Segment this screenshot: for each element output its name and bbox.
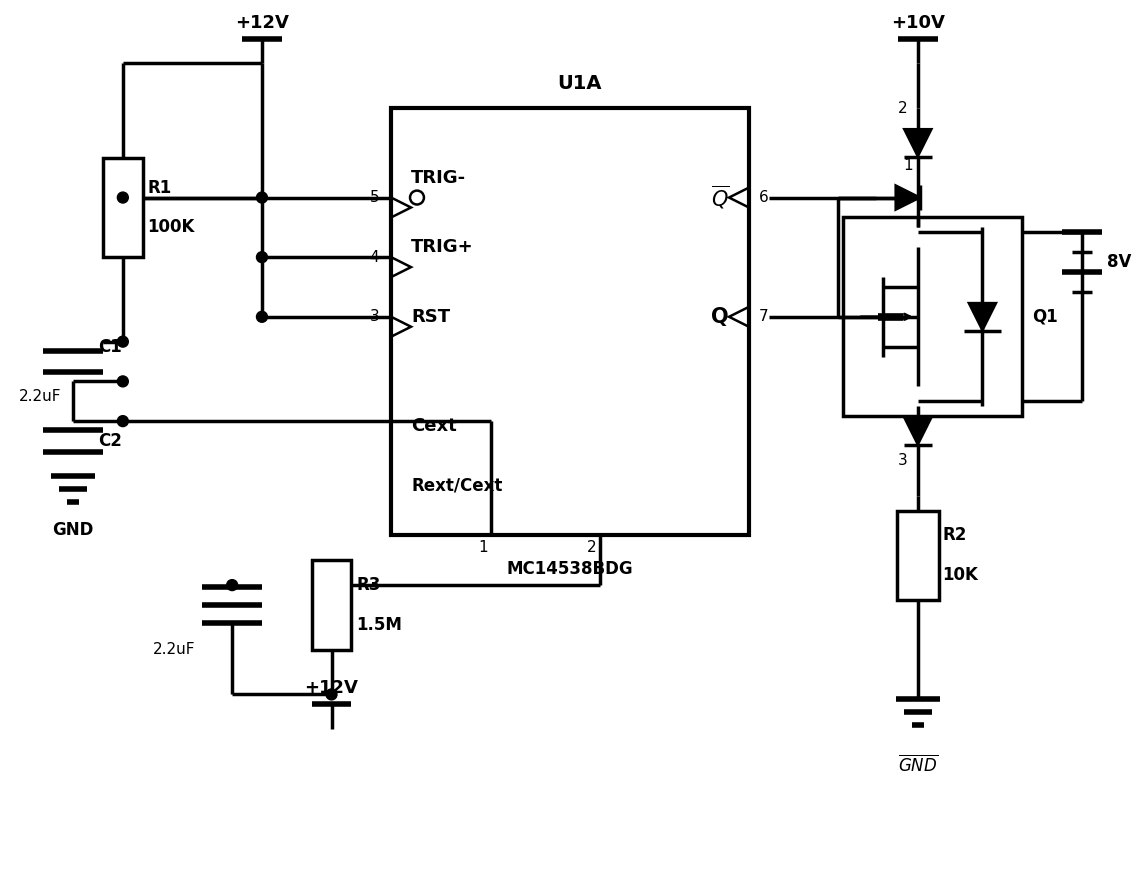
Polygon shape <box>968 303 996 330</box>
Text: 2: 2 <box>898 101 908 115</box>
Text: TRIG-: TRIG- <box>411 168 466 187</box>
Text: 1: 1 <box>903 158 912 173</box>
Text: GND: GND <box>53 520 94 539</box>
Text: $\overline{Q}$: $\overline{Q}$ <box>711 183 729 211</box>
Circle shape <box>117 336 128 347</box>
Text: U1A: U1A <box>558 74 602 93</box>
Text: 10K: 10K <box>943 566 979 584</box>
Circle shape <box>117 192 128 203</box>
Circle shape <box>257 252 267 262</box>
Text: Q1: Q1 <box>1033 307 1058 326</box>
Text: 2.2uF: 2.2uF <box>18 389 61 404</box>
Text: 2.2uF: 2.2uF <box>152 642 195 657</box>
Text: 6: 6 <box>759 190 769 205</box>
Text: 3: 3 <box>369 309 379 324</box>
Text: 8V: 8V <box>1107 253 1131 271</box>
Text: 1: 1 <box>478 540 487 556</box>
Text: MC14538BDG: MC14538BDG <box>507 560 634 579</box>
Text: R2: R2 <box>943 526 967 544</box>
Bar <box>391 108 748 535</box>
Text: +12V: +12V <box>235 13 289 32</box>
Bar <box>897 510 939 600</box>
Text: R1: R1 <box>148 179 172 197</box>
Circle shape <box>117 376 128 387</box>
Text: 100K: 100K <box>148 218 195 237</box>
Text: R3: R3 <box>356 576 380 595</box>
Circle shape <box>227 579 237 591</box>
Bar <box>103 158 143 257</box>
Text: Cext: Cext <box>411 417 457 435</box>
Polygon shape <box>895 185 920 210</box>
Polygon shape <box>904 129 932 157</box>
Text: C1: C1 <box>99 338 121 355</box>
Text: 2: 2 <box>587 540 597 556</box>
Text: Q: Q <box>712 307 729 327</box>
Text: 1.5M: 1.5M <box>356 616 402 633</box>
Text: 4: 4 <box>370 250 379 265</box>
Text: +10V: +10V <box>890 13 944 32</box>
Text: +12V: +12V <box>305 680 359 697</box>
Text: 3: 3 <box>898 454 908 469</box>
Bar <box>843 217 1022 416</box>
Bar <box>312 560 352 649</box>
Text: C2: C2 <box>99 432 121 450</box>
Circle shape <box>257 311 267 323</box>
Circle shape <box>327 689 337 700</box>
Text: 7: 7 <box>759 309 769 324</box>
Polygon shape <box>904 417 932 445</box>
Text: RST: RST <box>411 307 450 326</box>
Text: $\overline{GND}$: $\overline{GND}$ <box>897 754 937 775</box>
Text: Rext/Cext: Rext/Cext <box>411 477 502 494</box>
Circle shape <box>257 192 267 203</box>
Text: 5: 5 <box>370 190 379 205</box>
Text: TRIG+: TRIG+ <box>411 238 473 256</box>
Circle shape <box>117 416 128 426</box>
